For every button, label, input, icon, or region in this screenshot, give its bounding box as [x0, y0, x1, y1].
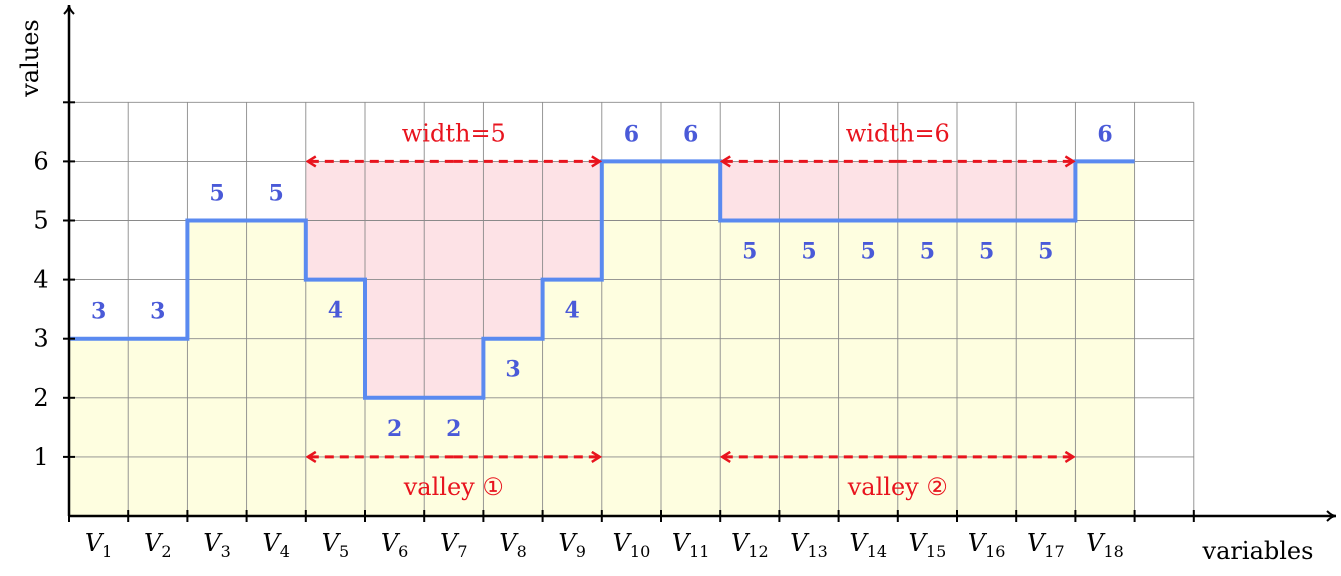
fill-under-v12 [720, 220, 780, 516]
valley-2-fill-v17 [1016, 161, 1076, 221]
value-label-v14: 5 [861, 239, 876, 265]
x-tick-label-v14: V14 [849, 529, 887, 561]
y-axis-label: values [16, 19, 44, 98]
fill-under-v14 [838, 220, 898, 516]
y-tick-label: 1 [33, 443, 48, 471]
value-label-v5: 4 [328, 298, 343, 324]
x-tick-label-v1: V1 [85, 529, 113, 561]
x-tick-label-v15: V15 [909, 529, 947, 561]
step-line [69, 159, 1135, 400]
value-label-v3: 5 [209, 181, 224, 207]
y-tick-label: 3 [33, 325, 48, 353]
fill-under-v17 [1016, 220, 1076, 516]
value-label-v2: 3 [150, 299, 165, 325]
fill-under-v13 [779, 220, 839, 516]
fill-under-v4 [246, 220, 306, 516]
x-tick-label-v2: V2 [144, 529, 172, 561]
value-label-v9: 4 [565, 298, 580, 324]
value-label-v13: 5 [801, 239, 816, 265]
x-tick-label-v16: V16 [968, 529, 1006, 561]
valley-1-width-label: width=5 [402, 119, 506, 147]
x-tick-label-v8: V8 [499, 529, 527, 561]
valley-2-fill-v15 [897, 161, 957, 221]
x-tick-label-v6: V6 [381, 529, 409, 561]
value-label-v1: 3 [91, 299, 106, 325]
value-label-v15: 5 [920, 239, 935, 265]
value-label-v4: 5 [269, 181, 284, 207]
x-tick-label-v17: V17 [1027, 529, 1065, 561]
value-label-v8: 3 [505, 357, 520, 383]
x-tick-label-v9: V9 [558, 529, 586, 561]
valley-2-width-label: width=6 [846, 119, 950, 147]
fill-under-v3 [187, 220, 247, 516]
fill-under-v15 [897, 220, 957, 516]
x-tick-label-v12: V12 [731, 529, 769, 561]
x-axis-label: variables [1202, 537, 1314, 565]
axis-layer: values variables [16, 4, 1337, 565]
value-label-v10: 6 [624, 121, 639, 147]
y-tick-label: 2 [33, 384, 48, 412]
x-tick-label-v18: V18 [1086, 529, 1124, 561]
value-label-v12: 5 [742, 239, 757, 265]
value-label-v17: 5 [1038, 239, 1053, 265]
x-tick-label-v3: V3 [203, 529, 231, 561]
value-label-v18: 6 [1097, 121, 1112, 147]
y-tick-label: 4 [33, 266, 48, 294]
step-line-layer [69, 159, 1135, 400]
fill-under-v2 [128, 338, 188, 516]
x-tick-label-v11: V11 [672, 529, 710, 561]
value-label-v7: 2 [446, 416, 461, 442]
value-label-v6: 2 [387, 416, 402, 442]
fill-under-v16 [957, 220, 1017, 516]
valley-2-fill-v16 [957, 161, 1017, 221]
x-tick-label-v4: V4 [262, 529, 290, 561]
y-tick-label: 5 [33, 207, 48, 235]
fill-under-v1 [69, 338, 129, 516]
value-label-layer: 3 3 5 5 4 2 2 3 4 6 6 5 5 5 5 5 5 6 [91, 121, 1113, 441]
valley-2-fill-v14 [838, 161, 898, 221]
valley-1-label: valley ① [403, 473, 504, 501]
valley-2-label: valley ② [847, 473, 948, 501]
x-tick-label-v13: V13 [790, 529, 828, 561]
y-tick-label: 6 [33, 147, 48, 175]
value-label-v11: 6 [683, 121, 698, 147]
valley-2-fill-v13 [779, 161, 839, 221]
x-tick-label-v10: V10 [613, 529, 651, 561]
value-label-v16: 5 [979, 239, 994, 265]
valley-1-fill-v8 [483, 161, 543, 339]
x-tick-label-v5: V5 [322, 529, 350, 561]
valley-2-fill-v12 [720, 161, 780, 221]
x-tick-label-v7: V7 [440, 529, 468, 561]
fill-under-v8 [483, 338, 543, 516]
tick-layer: 1 2 3 4 5 6 V1 V2 V3 V4 V5 V6 V7 V8 V9 V10 V11 V12 V13 V14 V… [33, 101, 1195, 561]
annotation-layer: width=5 valley ① width=6 valley ② [308, 119, 1074, 501]
